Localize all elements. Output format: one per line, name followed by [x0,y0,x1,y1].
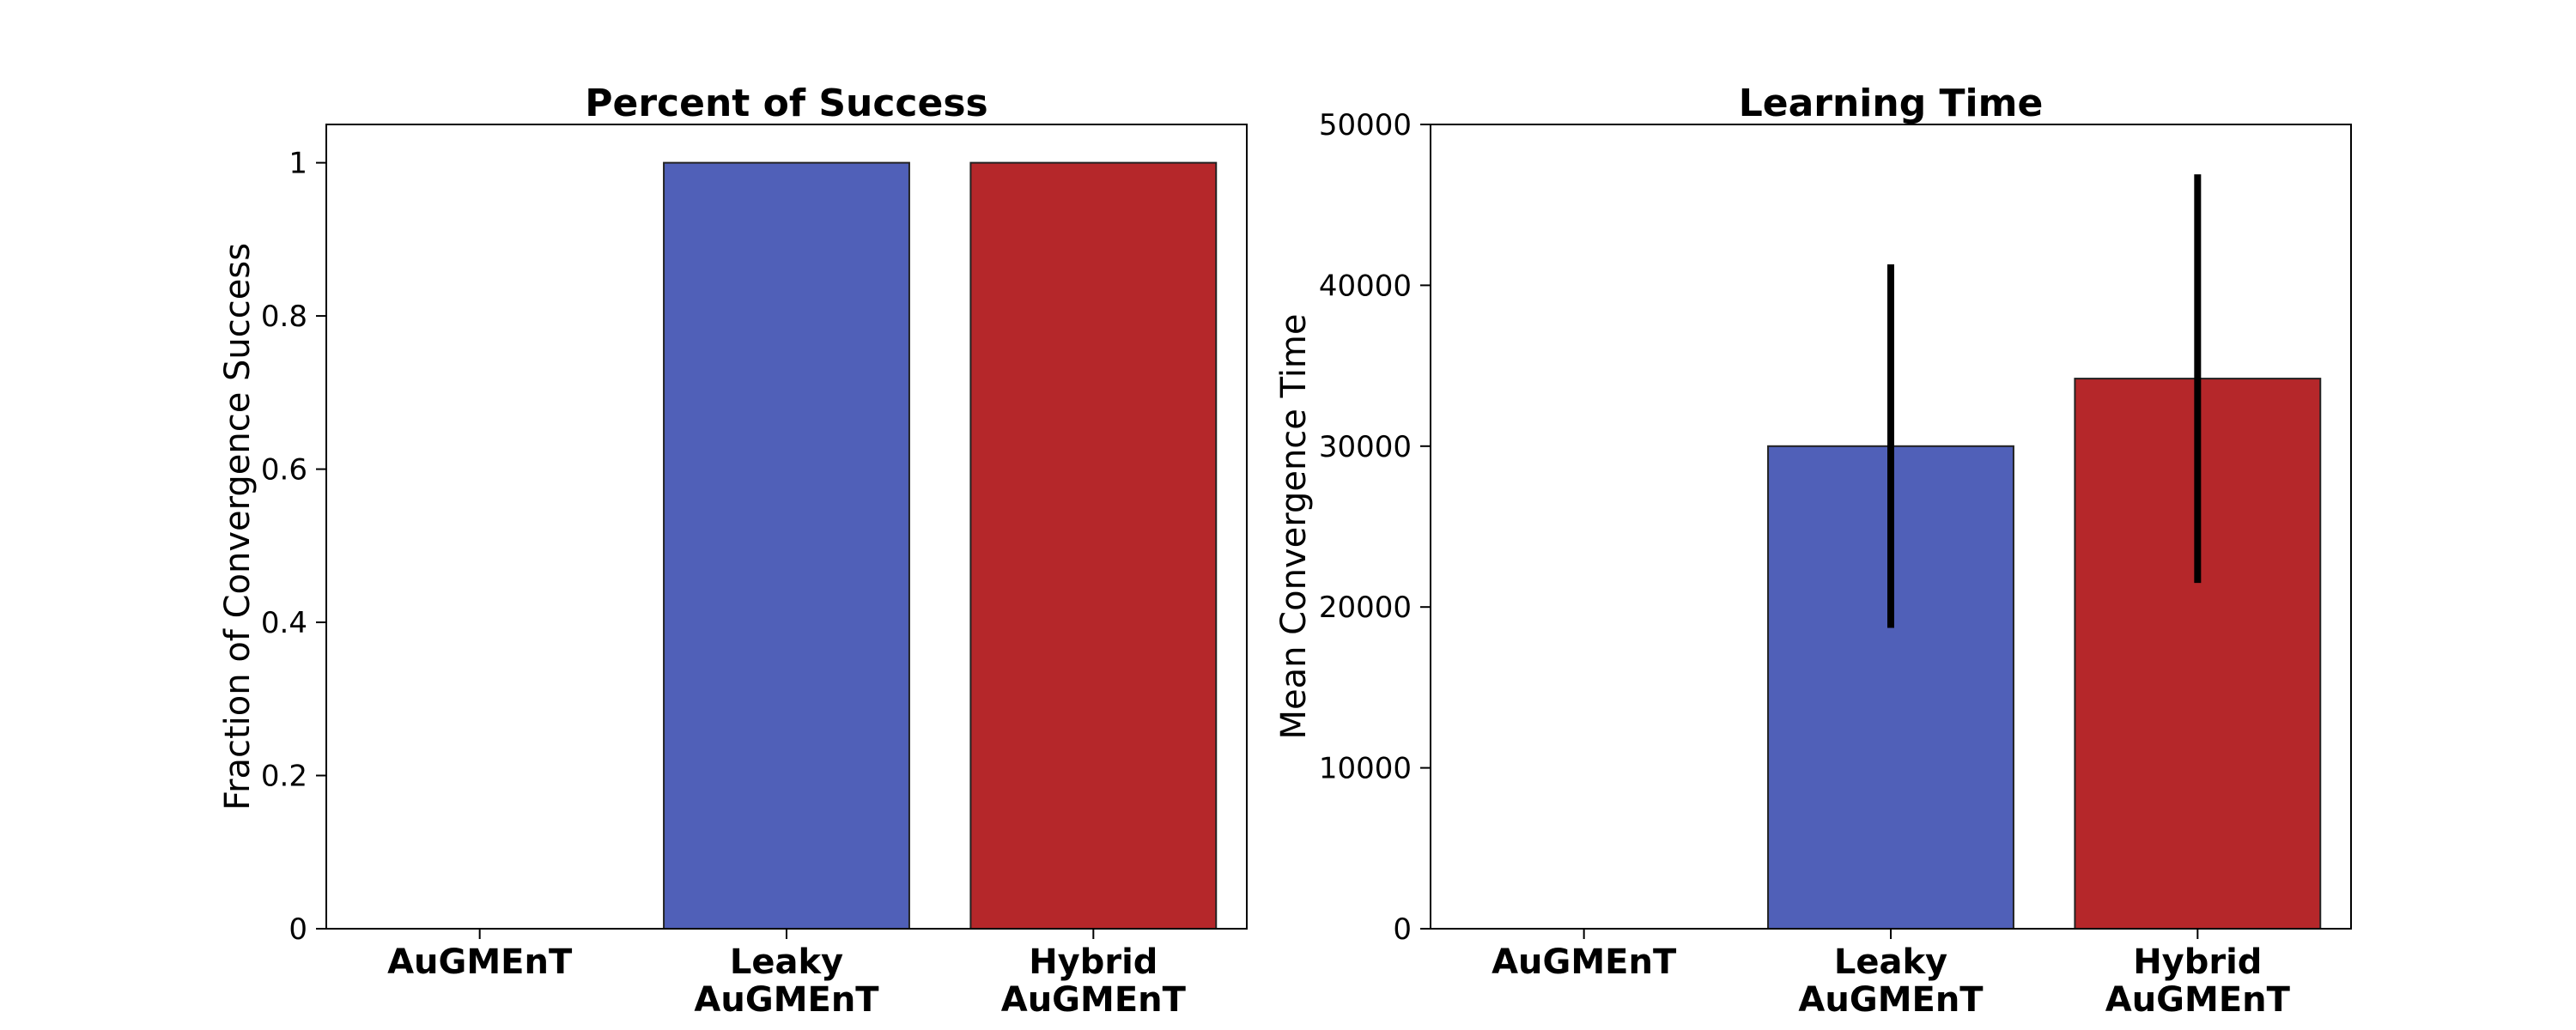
y-tick-label-1: 10000 [1319,752,1412,786]
chart-title: Percent of Success [585,82,987,125]
y-tick-label-3: 0.6 [261,453,307,488]
chart-title: Learning Time [1739,82,2044,125]
y-tick-label-0: 0 [289,912,307,947]
y-tick-label-5: 1 [289,147,307,181]
x-tick-label-1: Leaky AuGMEnT [694,942,879,1020]
bar-1 [663,161,910,930]
y-tick-label-2: 0.4 [261,606,307,640]
chart-learning-time: 0 10000 20000 30000 40000 50000 AuGMEnT Leaky Au… [1274,82,2352,1020]
y-tick-label-4: 40000 [1319,269,1412,303]
y-tick-label-2: 20000 [1319,591,1412,625]
y-tick-label-3: 30000 [1319,430,1412,464]
y-axis-label: Fraction of Convergence Success [218,243,258,810]
x-tick-label-1: Leaky AuGMEnT [1798,942,1984,1020]
x-tick-label-0: AuGMEnT [387,942,573,982]
y-tick-label-1: 0.2 [261,760,307,794]
y-axis-label: Mean Convergence Time [1274,313,1314,739]
x-tick-label-2: Hybrid AuGMEnT [2105,942,2291,1020]
chart-percent-of-success: 0 0.2 0.4 0.6 0.8 1 AuGMEnT Leaky AuGMEnT Hybrid A… [218,82,1248,1020]
y-tick-label-0: 0 [1393,912,1412,947]
x-tick-label-0: AuGMEnT [1492,942,1677,982]
bar-2 [969,161,1218,930]
x-tick-label-2: Hybrid AuGMEnT [1001,942,1187,1020]
y-tick-label-5: 50000 [1319,108,1412,142]
y-tick-label-4: 0.8 [261,300,307,334]
